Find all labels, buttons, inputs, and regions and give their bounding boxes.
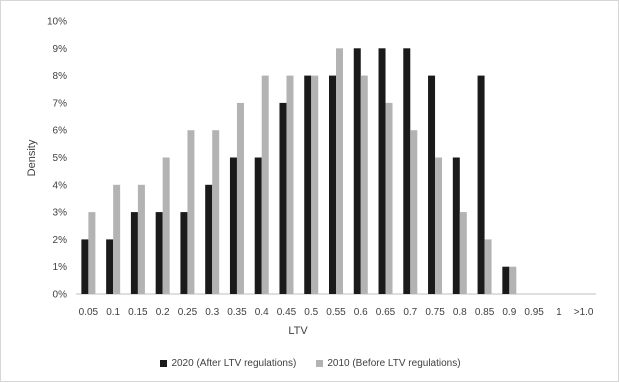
bar-2010 xyxy=(88,212,96,294)
bar-2020 xyxy=(229,157,237,294)
y-tick-label: 2% xyxy=(53,235,68,246)
y-tick-label: 0% xyxy=(53,290,68,301)
y-tick-label: 4% xyxy=(53,180,68,191)
bar-2020 xyxy=(502,266,510,294)
bar-2020 xyxy=(205,184,213,294)
bar-2010 xyxy=(360,75,368,294)
x-tick-label: 0.5 xyxy=(304,307,318,318)
bar-2010 xyxy=(410,130,418,294)
y-axis-tick-labels: 0% 1% 2% 3% 4% 5% 6% 7% 8% 9% 10% xyxy=(47,17,67,301)
legend: 2020 (After LTV regulations) 2010 (Befor… xyxy=(1,358,619,369)
bars xyxy=(81,48,517,295)
bar-2020 xyxy=(180,212,188,294)
x-tick-label: 0.4 xyxy=(255,307,269,318)
x-tick-label: 0.85 xyxy=(475,307,495,318)
bar-2020 xyxy=(254,157,262,294)
x-tick-label: 0.6 xyxy=(354,307,368,318)
legend-swatch-2020 xyxy=(160,360,168,367)
x-tick-label: 0.35 xyxy=(227,307,247,318)
x-tick-label: 0.95 xyxy=(524,307,544,318)
x-tick-label: 0.7 xyxy=(403,307,417,318)
x-tick-label: 1 xyxy=(556,307,562,318)
bar-2010 xyxy=(137,184,145,294)
bar-2020 xyxy=(329,75,336,294)
legend-swatch-2010 xyxy=(316,360,324,367)
bar-2020 xyxy=(428,75,436,294)
bar-2020 xyxy=(378,48,386,294)
x-tick-label: 0.2 xyxy=(156,307,170,318)
bar-2020 xyxy=(155,212,163,294)
bar-2010 xyxy=(236,102,244,295)
y-tick-label: 8% xyxy=(53,71,68,82)
x-tick-label: 0.3 xyxy=(205,307,219,318)
bar-2020 xyxy=(279,102,287,295)
bar-2020 xyxy=(304,75,312,294)
bar-2020 xyxy=(353,48,361,294)
y-tick-label: 9% xyxy=(53,44,68,55)
legend-label-2010: 2010 (Before LTV regulations) xyxy=(327,358,461,369)
bar-2010 xyxy=(311,75,319,294)
legend-item-2010: 2010 (Before LTV regulations) xyxy=(316,358,461,369)
bar-2010 xyxy=(435,157,443,294)
y-tick-label: 1% xyxy=(53,262,68,273)
bar-2020 xyxy=(106,239,114,294)
y-tick-label: 7% xyxy=(53,98,68,109)
x-axis-title: LTV xyxy=(288,325,308,337)
legend-item-2020: 2020 (After LTV regulations) xyxy=(160,358,296,369)
y-tick-label: 6% xyxy=(53,126,68,137)
legend-label-2020: 2020 (After LTV regulations) xyxy=(171,358,297,369)
bar-2010 xyxy=(459,212,467,294)
bar-2010 xyxy=(336,48,343,294)
y-tick-label: 10% xyxy=(47,17,67,28)
x-tick-label: 0.15 xyxy=(128,307,148,318)
bar-2010 xyxy=(385,102,393,295)
bar-2020 xyxy=(130,212,138,294)
x-tick-label: 0.05 xyxy=(79,307,99,318)
bar-2020 xyxy=(477,75,485,294)
bar-2010 xyxy=(509,266,517,294)
y-tick-label: 3% xyxy=(53,208,68,219)
x-tick-label: 0.55 xyxy=(326,307,346,318)
x-tick-label: 0.65 xyxy=(376,307,396,318)
bar-2010 xyxy=(261,75,269,294)
bar-2010 xyxy=(113,184,121,294)
bar-2020 xyxy=(81,239,89,294)
x-tick-label: >1.0 xyxy=(574,307,594,318)
bar-2020 xyxy=(403,48,411,294)
x-axis-tick-labels: 0.05 0.1 0.15 0.2 0.25 0.3 0.35 0.4 0.45 0.5 0.55 0… xyxy=(79,307,594,318)
bar-2010 xyxy=(286,75,294,294)
x-tick-label: 0.25 xyxy=(178,307,198,318)
x-tick-label: 0.75 xyxy=(425,307,445,318)
x-tick-label: 0.9 xyxy=(502,307,516,318)
bar-2010 xyxy=(187,130,195,294)
bar-2010 xyxy=(484,239,492,294)
bar-2020 xyxy=(452,157,460,294)
x-tick-label: 0.8 xyxy=(453,307,467,318)
bar-2010 xyxy=(212,130,220,294)
x-tick-label: 0.1 xyxy=(106,307,120,318)
y-tick-label: 5% xyxy=(53,153,68,164)
y-axis-title: Density xyxy=(26,139,38,176)
bar-2010 xyxy=(162,157,170,294)
x-tick-label: 0.45 xyxy=(277,307,297,318)
